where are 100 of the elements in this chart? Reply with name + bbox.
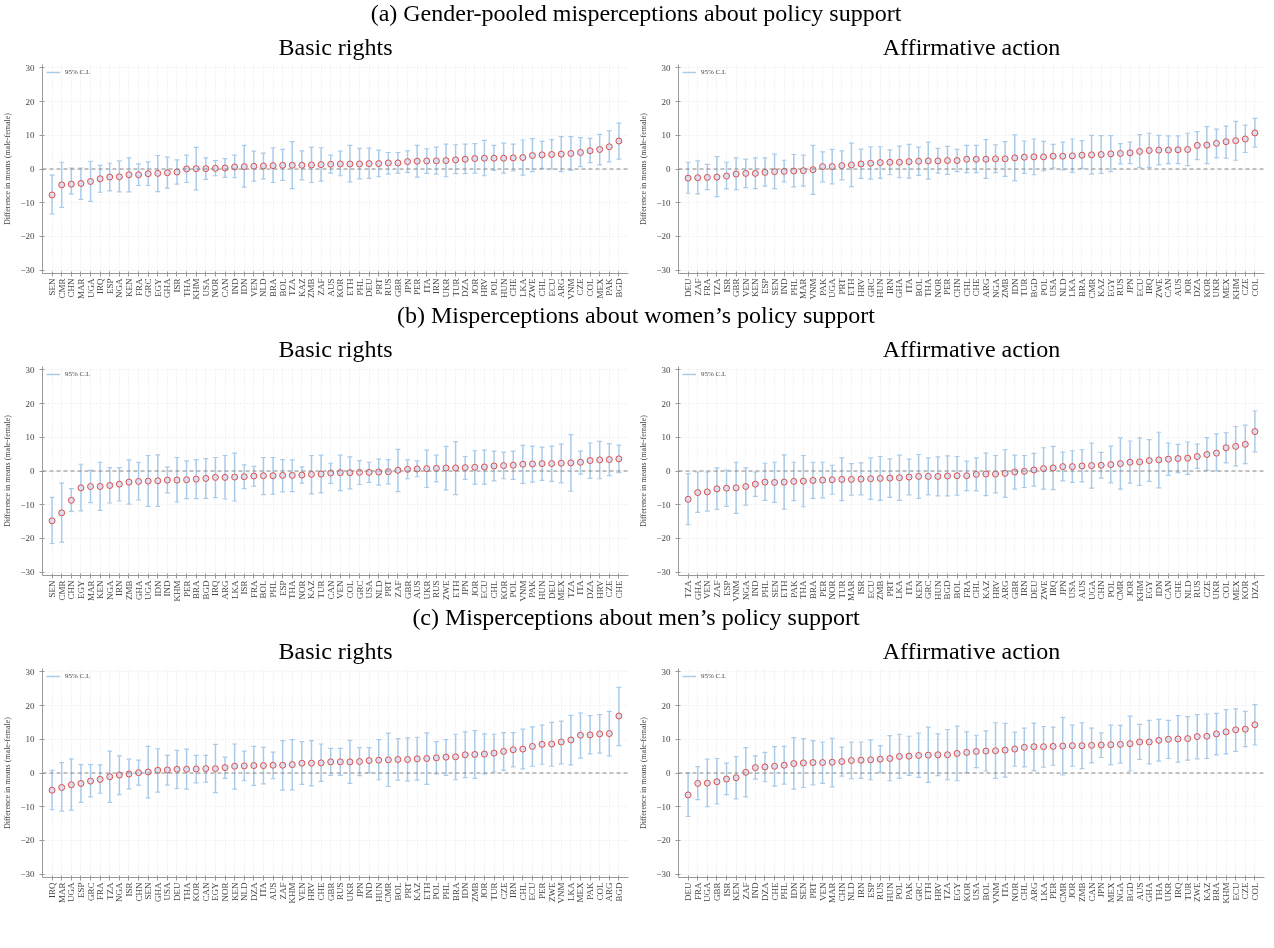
point — [576, 731, 584, 739]
x-tick-label: NOR — [210, 278, 221, 298]
point — [365, 160, 373, 168]
point — [895, 474, 903, 482]
point — [1001, 746, 1009, 754]
point — [905, 158, 913, 166]
point — [934, 751, 942, 759]
point — [924, 157, 932, 165]
x-tick-label: ESP — [721, 580, 732, 597]
x-tick-label: GBR — [1009, 580, 1020, 600]
x-tick-label: COL — [585, 278, 596, 297]
x-tick-label: COL — [1249, 882, 1260, 901]
point — [847, 161, 855, 169]
x-tick-label: TUR — [450, 278, 461, 297]
point — [298, 759, 306, 767]
y-axis-title: Difference in means (male-female) — [3, 414, 13, 528]
point — [886, 755, 894, 762]
point — [211, 765, 219, 773]
point — [1136, 458, 1144, 466]
x-tick-label: GHA — [894, 278, 905, 298]
point — [317, 470, 325, 478]
point — [799, 167, 807, 175]
x-tick-label: BRA — [450, 882, 461, 902]
point — [615, 712, 623, 720]
x-tick-label: ZAF — [277, 882, 288, 900]
x-tick-label: ECU — [527, 882, 538, 901]
point — [576, 458, 584, 466]
x-tick-label: MAR — [85, 580, 96, 601]
point — [317, 759, 325, 767]
x-tick-label: MEX — [1105, 882, 1116, 903]
point — [183, 476, 191, 484]
point — [442, 753, 450, 761]
point — [1088, 741, 1096, 749]
x-tick-label: BRA — [268, 278, 279, 298]
point — [790, 477, 798, 485]
point — [732, 774, 740, 782]
x-tick-label: ETH — [779, 580, 790, 598]
point — [77, 484, 85, 492]
x-tick-label: GRC — [865, 278, 876, 298]
x-tick-label: ISR — [171, 278, 182, 293]
point — [838, 475, 846, 483]
x-tick-label: UKR — [421, 580, 432, 600]
x-tick-label: BRA — [1076, 278, 1087, 298]
x-tick-label: JPN — [1096, 882, 1107, 898]
x-tick-label: HUN — [537, 580, 548, 600]
point — [307, 470, 315, 478]
x-tick-label: KOR — [191, 882, 202, 902]
x-tick-label: THA — [181, 882, 192, 901]
x-tick-label: CHL — [517, 882, 528, 901]
point — [356, 160, 364, 168]
point — [423, 157, 431, 165]
x-tick-label: PHL — [268, 580, 279, 598]
x-tick-label: POL — [1038, 278, 1049, 296]
point — [1068, 152, 1076, 160]
point — [742, 483, 750, 490]
point — [442, 464, 450, 472]
point — [87, 177, 95, 185]
point — [586, 731, 594, 739]
x-tick-label: RUS — [875, 882, 886, 901]
x-tick-label: TUR — [316, 580, 327, 599]
point — [596, 730, 604, 738]
point — [250, 162, 258, 170]
x-tick-label: ZAF — [740, 882, 751, 900]
point — [1078, 151, 1086, 159]
x-tick-label: KAZ — [412, 882, 423, 901]
point — [48, 191, 56, 199]
point — [490, 749, 498, 757]
point — [605, 143, 613, 151]
point — [723, 775, 731, 783]
x-tick-label: TZA — [565, 580, 576, 598]
point — [790, 760, 798, 768]
x-tick-label: CHE — [1173, 580, 1184, 599]
point — [1193, 141, 1201, 149]
x-tick-label: ZWE — [1153, 278, 1164, 298]
point — [298, 471, 306, 479]
chart-title: (c) Misperceptions about men’s policy support — [412, 604, 860, 630]
point — [269, 761, 277, 769]
x-tick-label: PRT — [383, 580, 394, 597]
point — [819, 759, 827, 767]
point — [96, 483, 104, 490]
point — [500, 462, 508, 470]
x-tick-label: MEX — [575, 882, 586, 903]
point — [135, 171, 143, 179]
x-tick-label: LKA — [517, 278, 528, 297]
point — [1241, 440, 1249, 448]
x-tick-label: CAN — [1086, 882, 1097, 902]
point — [694, 174, 702, 182]
point — [58, 181, 66, 189]
x-tick-label: FRA — [133, 278, 144, 297]
point — [1059, 742, 1067, 750]
point — [461, 751, 469, 759]
point — [250, 472, 258, 480]
point — [915, 472, 923, 480]
x-tick-label: RUS — [1115, 278, 1126, 297]
point — [1011, 154, 1019, 162]
point — [857, 475, 865, 483]
point — [1088, 462, 1096, 470]
point — [500, 747, 508, 755]
x-tick-label: ZMB — [1076, 882, 1087, 902]
x-tick-label: IND — [229, 278, 240, 295]
